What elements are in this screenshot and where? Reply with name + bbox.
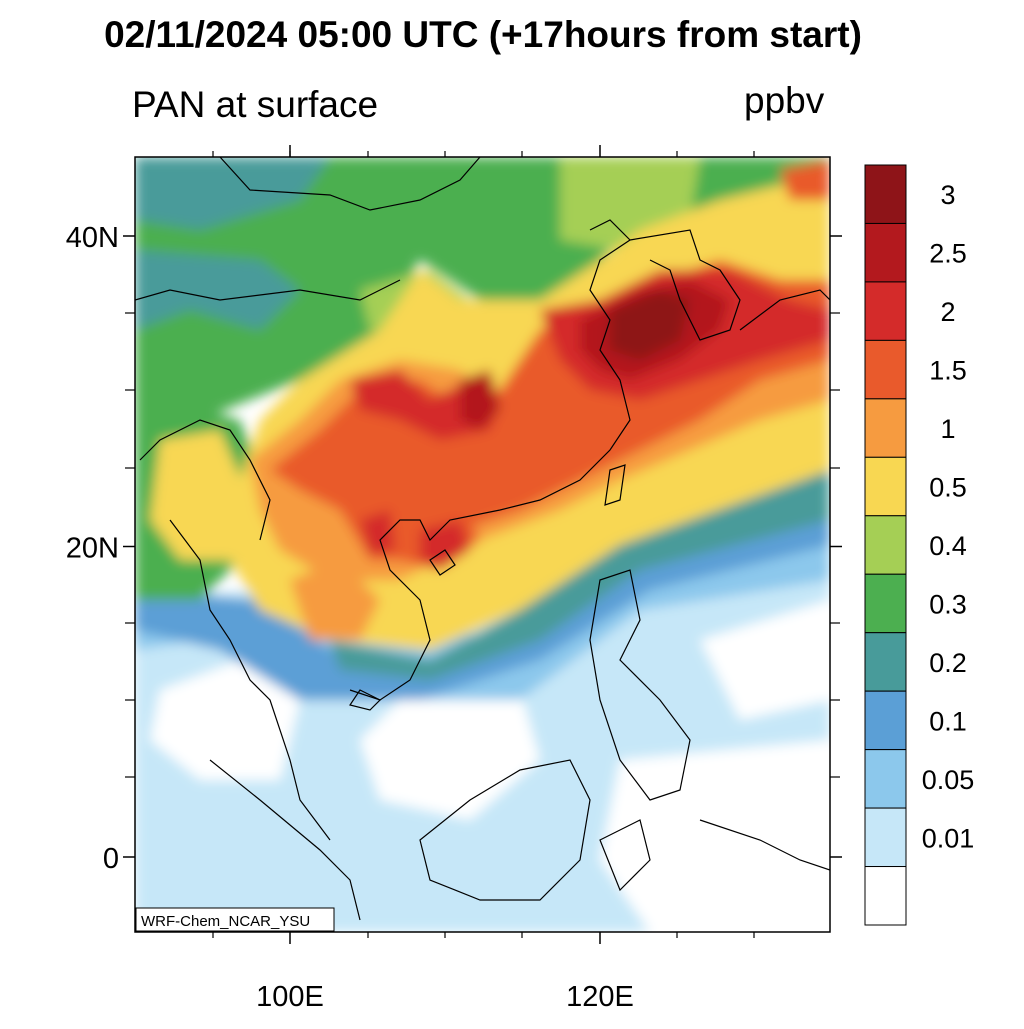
model-tag-box <box>135 907 335 932</box>
colorbar-label: 0.3 <box>929 589 967 619</box>
colorbar-swatch <box>864 866 907 926</box>
colorbar-label: 0.05 <box>922 765 975 795</box>
pan-concentration-field <box>135 157 830 932</box>
minor-ticks <box>125 151 840 938</box>
colorbar-label: 2 <box>940 297 955 327</box>
colorbar-label: 0.5 <box>929 473 967 503</box>
major-ticks <box>123 145 842 944</box>
colorbar-swatch <box>864 222 907 283</box>
x-tick-label: 100E <box>256 981 324 1013</box>
colorbar-swatch <box>864 398 907 458</box>
colorbar-swatch <box>864 164 907 224</box>
colorbar-swatch <box>864 690 907 751</box>
map-frame <box>134 156 831 933</box>
colorbar-swatch <box>864 632 907 692</box>
colorbar-label: 0.1 <box>929 706 967 736</box>
colorbar-label: 3 <box>940 180 955 210</box>
model-tag: WRF-Chem_NCAR_YSU <box>141 913 310 930</box>
colorbar: 3 2.5 2 1.5 1 0.5 0.4 0.3 0.2 0.1 0.05 0.01 <box>864 164 975 926</box>
plot-title: 02/11/2024 05:00 UTC (+17hours from star… <box>104 14 862 55</box>
colorbar-swatch <box>864 456 907 517</box>
colorbar-swatch <box>864 807 907 868</box>
colorbar-swatch <box>864 515 907 575</box>
colorbar-label: 1.5 <box>929 356 967 386</box>
colorbar-label: 0.2 <box>929 648 967 678</box>
variable-label: PAN at surface <box>132 84 379 125</box>
x-tick-label: 120E <box>566 981 634 1013</box>
colorbar-label: 1 <box>940 414 955 444</box>
colorbar-swatch <box>864 749 907 809</box>
colorbar-label: 0.01 <box>922 823 975 853</box>
y-tick-label: 0 <box>103 843 119 875</box>
units-label: ppbv <box>744 80 825 121</box>
colorbar-label: 2.5 <box>929 239 967 269</box>
colorbar-swatch <box>864 281 907 341</box>
y-tick-label: 40N <box>66 222 119 254</box>
colorbar-swatch <box>864 573 907 634</box>
colorbar-swatch <box>864 339 907 400</box>
tick-labels: 40N 20N 0 100E 120E <box>66 222 634 1013</box>
y-tick-label: 20N <box>66 533 119 565</box>
colorbar-label: 0.4 <box>929 531 967 561</box>
